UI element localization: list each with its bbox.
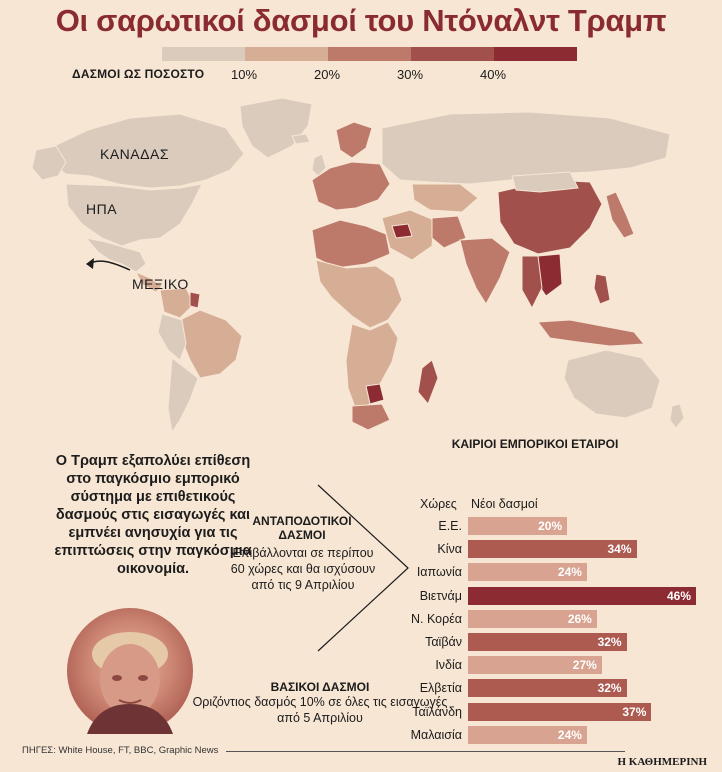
legend-swatch-2: [245, 47, 328, 61]
map-australia: [563, 349, 661, 419]
map-label-usa: ΗΠΑ: [86, 201, 118, 217]
legend-label: ΔΑΣΜΟΙ ΩΣ ΠΟΣΟΣΤΟ: [72, 67, 205, 81]
world-tariff-map: [31, 97, 685, 434]
bar-label: Ταϊλάνδη: [412, 704, 462, 719]
bar-value-label: 37%: [622, 704, 647, 719]
bar: 24%: [468, 725, 587, 744]
bar-label: Ιαπωνία: [416, 565, 462, 580]
map-iceland: [291, 133, 311, 145]
legend-color-scale: [162, 47, 577, 61]
legend-tick-30: 30%: [396, 67, 424, 82]
legend-swatch-3: [328, 47, 411, 61]
mexico-arrowhead: [86, 258, 94, 269]
map-india: [459, 237, 511, 305]
legend-tick-40: 40%: [479, 67, 507, 82]
map-new-zealand: [669, 403, 685, 429]
map-europe: [311, 161, 391, 211]
bar-value-label: 20%: [538, 519, 563, 533]
map-south-africa: [351, 403, 391, 431]
map-uk: [311, 153, 327, 177]
map-greenland: [239, 97, 313, 159]
map-iran: [431, 215, 467, 249]
map-brazil: [179, 309, 243, 379]
bar: 32%: [468, 679, 627, 698]
bar: 32%: [468, 633, 627, 651]
column-header-countries: Χώρες: [420, 497, 457, 511]
baseline-title: ΒΑΣΙΚΟΙ ΔΑΣΜΟΙ: [270, 680, 370, 694]
bar-value-label: 27%: [572, 658, 597, 673]
bar: 27%: [468, 656, 602, 675]
baseline-body: Οριζόντιος δασμός 10% σε όλες τις εισαγω…: [192, 695, 448, 725]
map-korea-japan: [605, 191, 635, 239]
map-mongolia: [511, 171, 579, 193]
footer-rule: [226, 751, 625, 752]
map-label-canada: ΚΑΝΑΔΑΣ: [100, 146, 169, 162]
bar: 34%: [468, 540, 637, 559]
map-usa: [65, 183, 203, 247]
bar-value-label: 26%: [567, 611, 592, 626]
legend-swatch-1: [162, 47, 245, 61]
map-syria-iraq: [391, 223, 413, 239]
map-scandinavia: [335, 121, 373, 159]
map-russia: [381, 111, 671, 185]
legend-tick-20: 20%: [313, 67, 341, 82]
bar-label: Μαλαισία: [410, 727, 462, 742]
bar: 20%: [468, 517, 568, 535]
bar: 24%: [468, 563, 587, 582]
map-mexico: [84, 237, 147, 273]
map-north-africa: [311, 219, 391, 269]
bar-label: Ν. Κορέα: [410, 611, 462, 626]
bar-value-label: 24%: [557, 727, 582, 742]
map-indonesia: [537, 319, 646, 347]
bar: 26%: [468, 609, 597, 628]
map-peru-bolivia: [157, 313, 187, 361]
map-botswana: [365, 383, 385, 405]
map-guyana: [189, 291, 201, 309]
map-central-america: [134, 271, 163, 293]
legend-tick-10: 10%: [230, 67, 258, 82]
bar-label: Βιετνάμ: [419, 588, 462, 603]
bar-value-label: 34%: [607, 542, 632, 557]
chart-title: ΚΑΙΡΙΟΙ ΕΜΠΟΡΙΚΟΙ ΕΤΑΙΡΟΙ: [451, 437, 619, 451]
bar-label: Ινδία: [435, 658, 462, 673]
bar-label: Ταϊβάν: [425, 635, 462, 649]
map-alaska: [31, 145, 67, 181]
map-madagascar: [417, 359, 439, 405]
lead-text: Ο Τραμπ εξαπολύει επίθεση στο παγκόσμιο …: [54, 453, 252, 577]
bar-label: Κίνα: [437, 542, 462, 557]
bar-label: Ελβετία: [419, 681, 462, 696]
map-argentina-chile: [167, 357, 199, 434]
retaliatory-body: Επιβάλλονται σε περίπου 60 χώρες και θα …: [230, 546, 376, 592]
map-label-mexico: ΜΕΞΙΚΟ: [132, 276, 189, 292]
map-central-africa: [315, 259, 403, 329]
connector-chevron: [317, 484, 409, 652]
trump-photo: [67, 608, 193, 734]
bar-value-label: 24%: [557, 565, 582, 580]
bar-value-label: 32%: [597, 635, 622, 649]
column-header-tariffs: Νέοι δασμοί: [471, 497, 538, 511]
publisher-logo: Η ΚΑΘΗΜΕΡΙΝΗ: [617, 756, 708, 768]
map-canada: [49, 113, 245, 189]
bar-value-label: 32%: [597, 681, 622, 696]
bar-value-label: 46%: [666, 588, 691, 603]
map-kazakhstan: [411, 183, 479, 213]
map-southeast-asia: [521, 255, 543, 310]
bar: 37%: [468, 702, 652, 721]
page-title: Οι σαρωτικοί δασμοί του Ντόναλντ Τραμπ: [55, 3, 667, 38]
map-philippines: [593, 273, 611, 305]
legend-swatch-4: [411, 47, 494, 61]
map-colombia-venezuela: [159, 287, 195, 319]
bar-label: Ε.Ε.: [438, 519, 462, 533]
bar: 46%: [468, 586, 696, 605]
legend-swatch-5: [494, 47, 577, 61]
retaliatory-title: ΑΝΤΑΠΟΔΟΤΙΚΟΙ ΔΑΣΜΟΙ: [252, 514, 352, 542]
portrait-illustration: [87, 632, 173, 734]
sources: ΠΗΓΕΣ: White House, FT, BBC, Graphic New…: [22, 745, 219, 756]
